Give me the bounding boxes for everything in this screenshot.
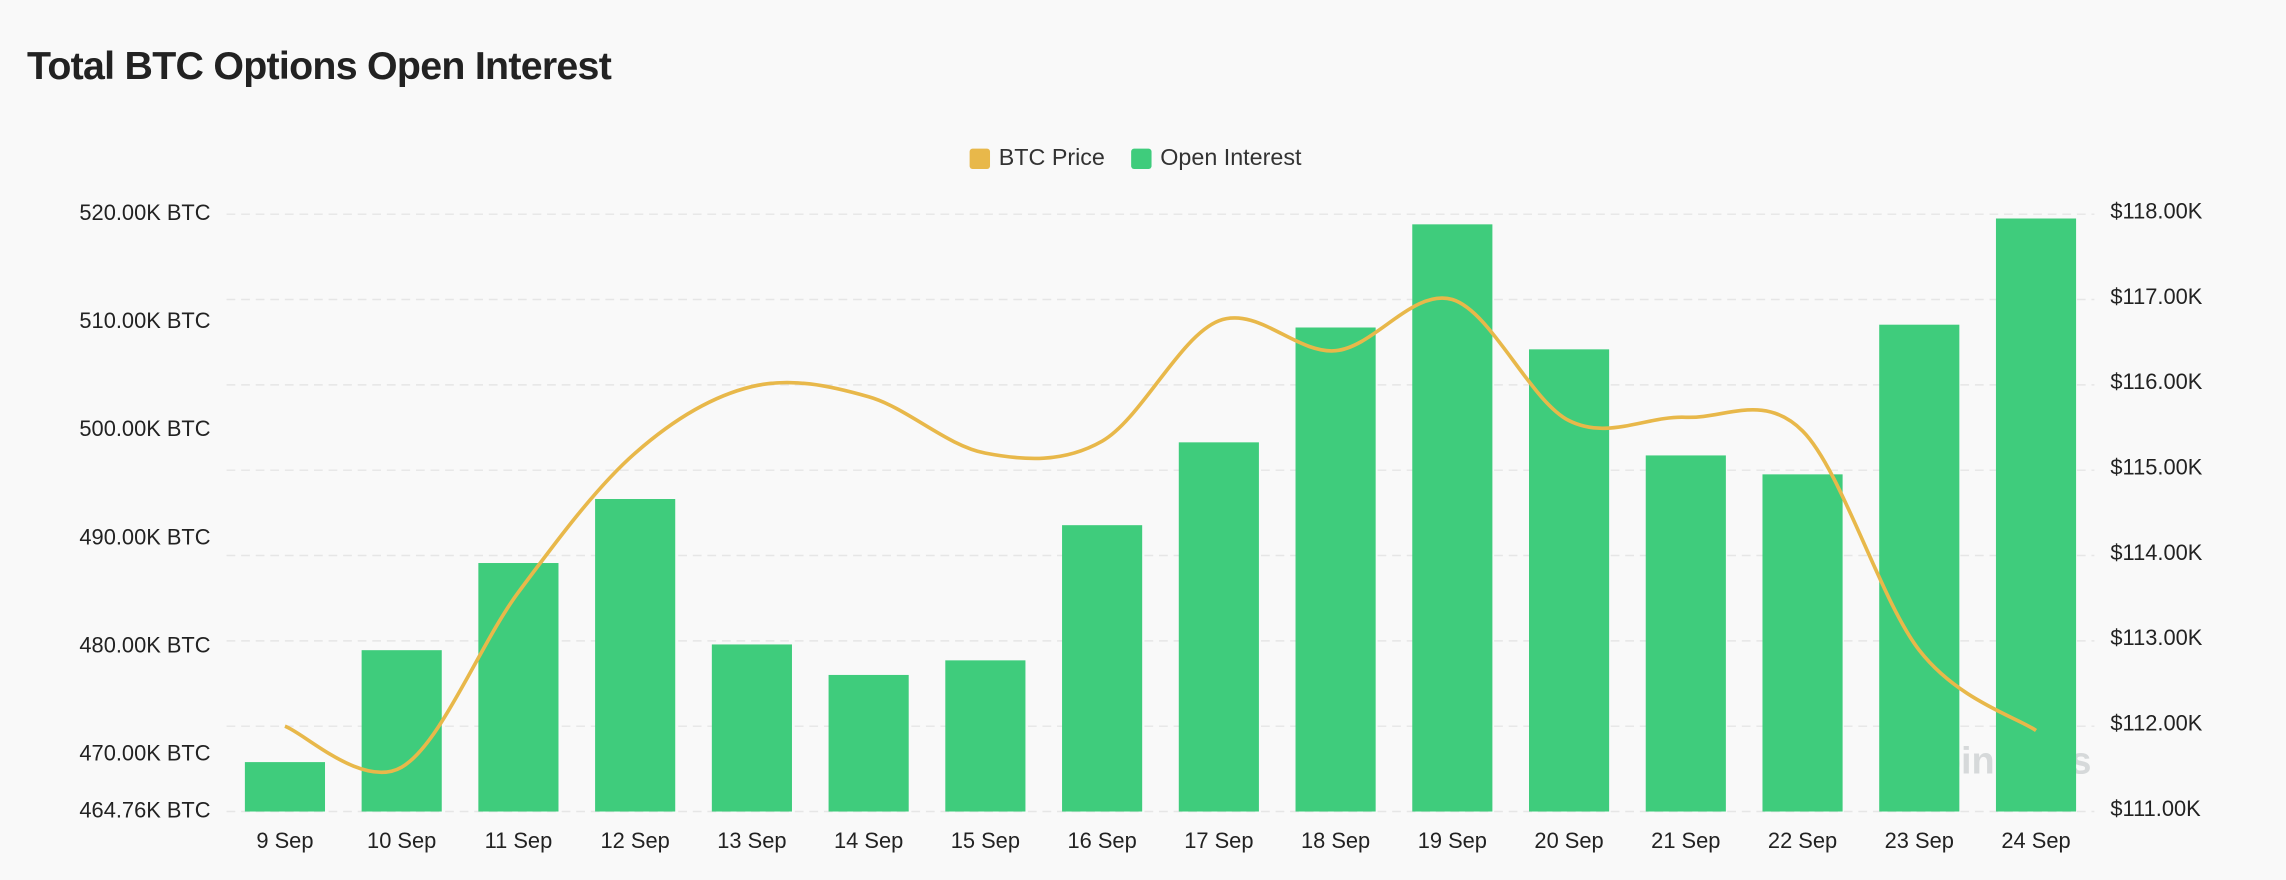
x-tick-label: 15 Sep (951, 828, 1020, 853)
y2-tick-label: $116.00K (2110, 369, 2202, 394)
y-tick-label: 490.00K BTC (79, 524, 210, 549)
y2-tick-label: $112.00K (2110, 710, 2202, 735)
bar (1062, 525, 1143, 812)
x-tick-label: 11 Sep (485, 828, 553, 853)
bar (1412, 224, 1493, 812)
y2-tick-label: $118.00K (2110, 198, 2202, 223)
bar (1178, 442, 1259, 812)
bar (1762, 474, 1843, 812)
x-tick-label: 22 Sep (1768, 828, 1837, 853)
x-tick-label: 10 Sep (367, 828, 436, 853)
bar (945, 660, 1026, 812)
y-tick-label: 520.00K BTC (79, 200, 210, 225)
legend-label: BTC Price (999, 144, 1105, 170)
x-tick-label: 9 Sep (256, 828, 313, 853)
bar (595, 499, 676, 812)
bar (1295, 327, 1376, 812)
bar (478, 563, 559, 812)
x-tick-label: 13 Sep (717, 828, 786, 853)
legend-label: Open Interest (1160, 144, 1302, 170)
y2-tick-label: $114.00K (2110, 540, 2202, 565)
bar (244, 762, 326, 812)
y-tick-label: 470.00K BTC (79, 741, 210, 766)
y2-tick-label: $111.00K (2110, 796, 2201, 821)
bar (711, 644, 792, 812)
x-tick-label: 18 Sep (1301, 828, 1370, 853)
chart-title: Total BTC Options Open Interest (27, 44, 612, 88)
bar (828, 674, 909, 812)
x-tick-label: 20 Sep (1534, 828, 1603, 853)
y-tick-label: 510.00K BTC (79, 308, 210, 333)
legend-swatch (1131, 148, 1152, 170)
y2-tick-label: $117.00K (2110, 284, 2202, 309)
bar (1995, 218, 2077, 812)
y-tick-label: 500.00K BTC (79, 416, 210, 441)
x-tick-label: 24 Sep (2001, 828, 2070, 853)
x-tick-label: 19 Sep (1418, 828, 1487, 853)
y-tick-label: 480.00K BTC (79, 632, 210, 657)
y2-tick-label: $115.00K (2110, 454, 2202, 479)
bar (1879, 324, 1960, 812)
x-tick-label: 21 Sep (1651, 828, 1720, 853)
x-tick-label: 17 Sep (1184, 828, 1253, 853)
price-line (284, 296, 2038, 775)
bar (1645, 455, 1726, 812)
x-tick-label: 23 Sep (1885, 828, 1954, 853)
x-tick-label: 16 Sep (1067, 828, 1136, 853)
y2-tick-label: $113.00K (2110, 625, 2202, 650)
x-tick-label: 14 Sep (834, 828, 903, 853)
x-tick-label: 12 Sep (601, 828, 670, 853)
y-tick-label: 464.76K BTC (79, 797, 210, 822)
legend-swatch (969, 148, 991, 170)
bar (361, 650, 442, 812)
